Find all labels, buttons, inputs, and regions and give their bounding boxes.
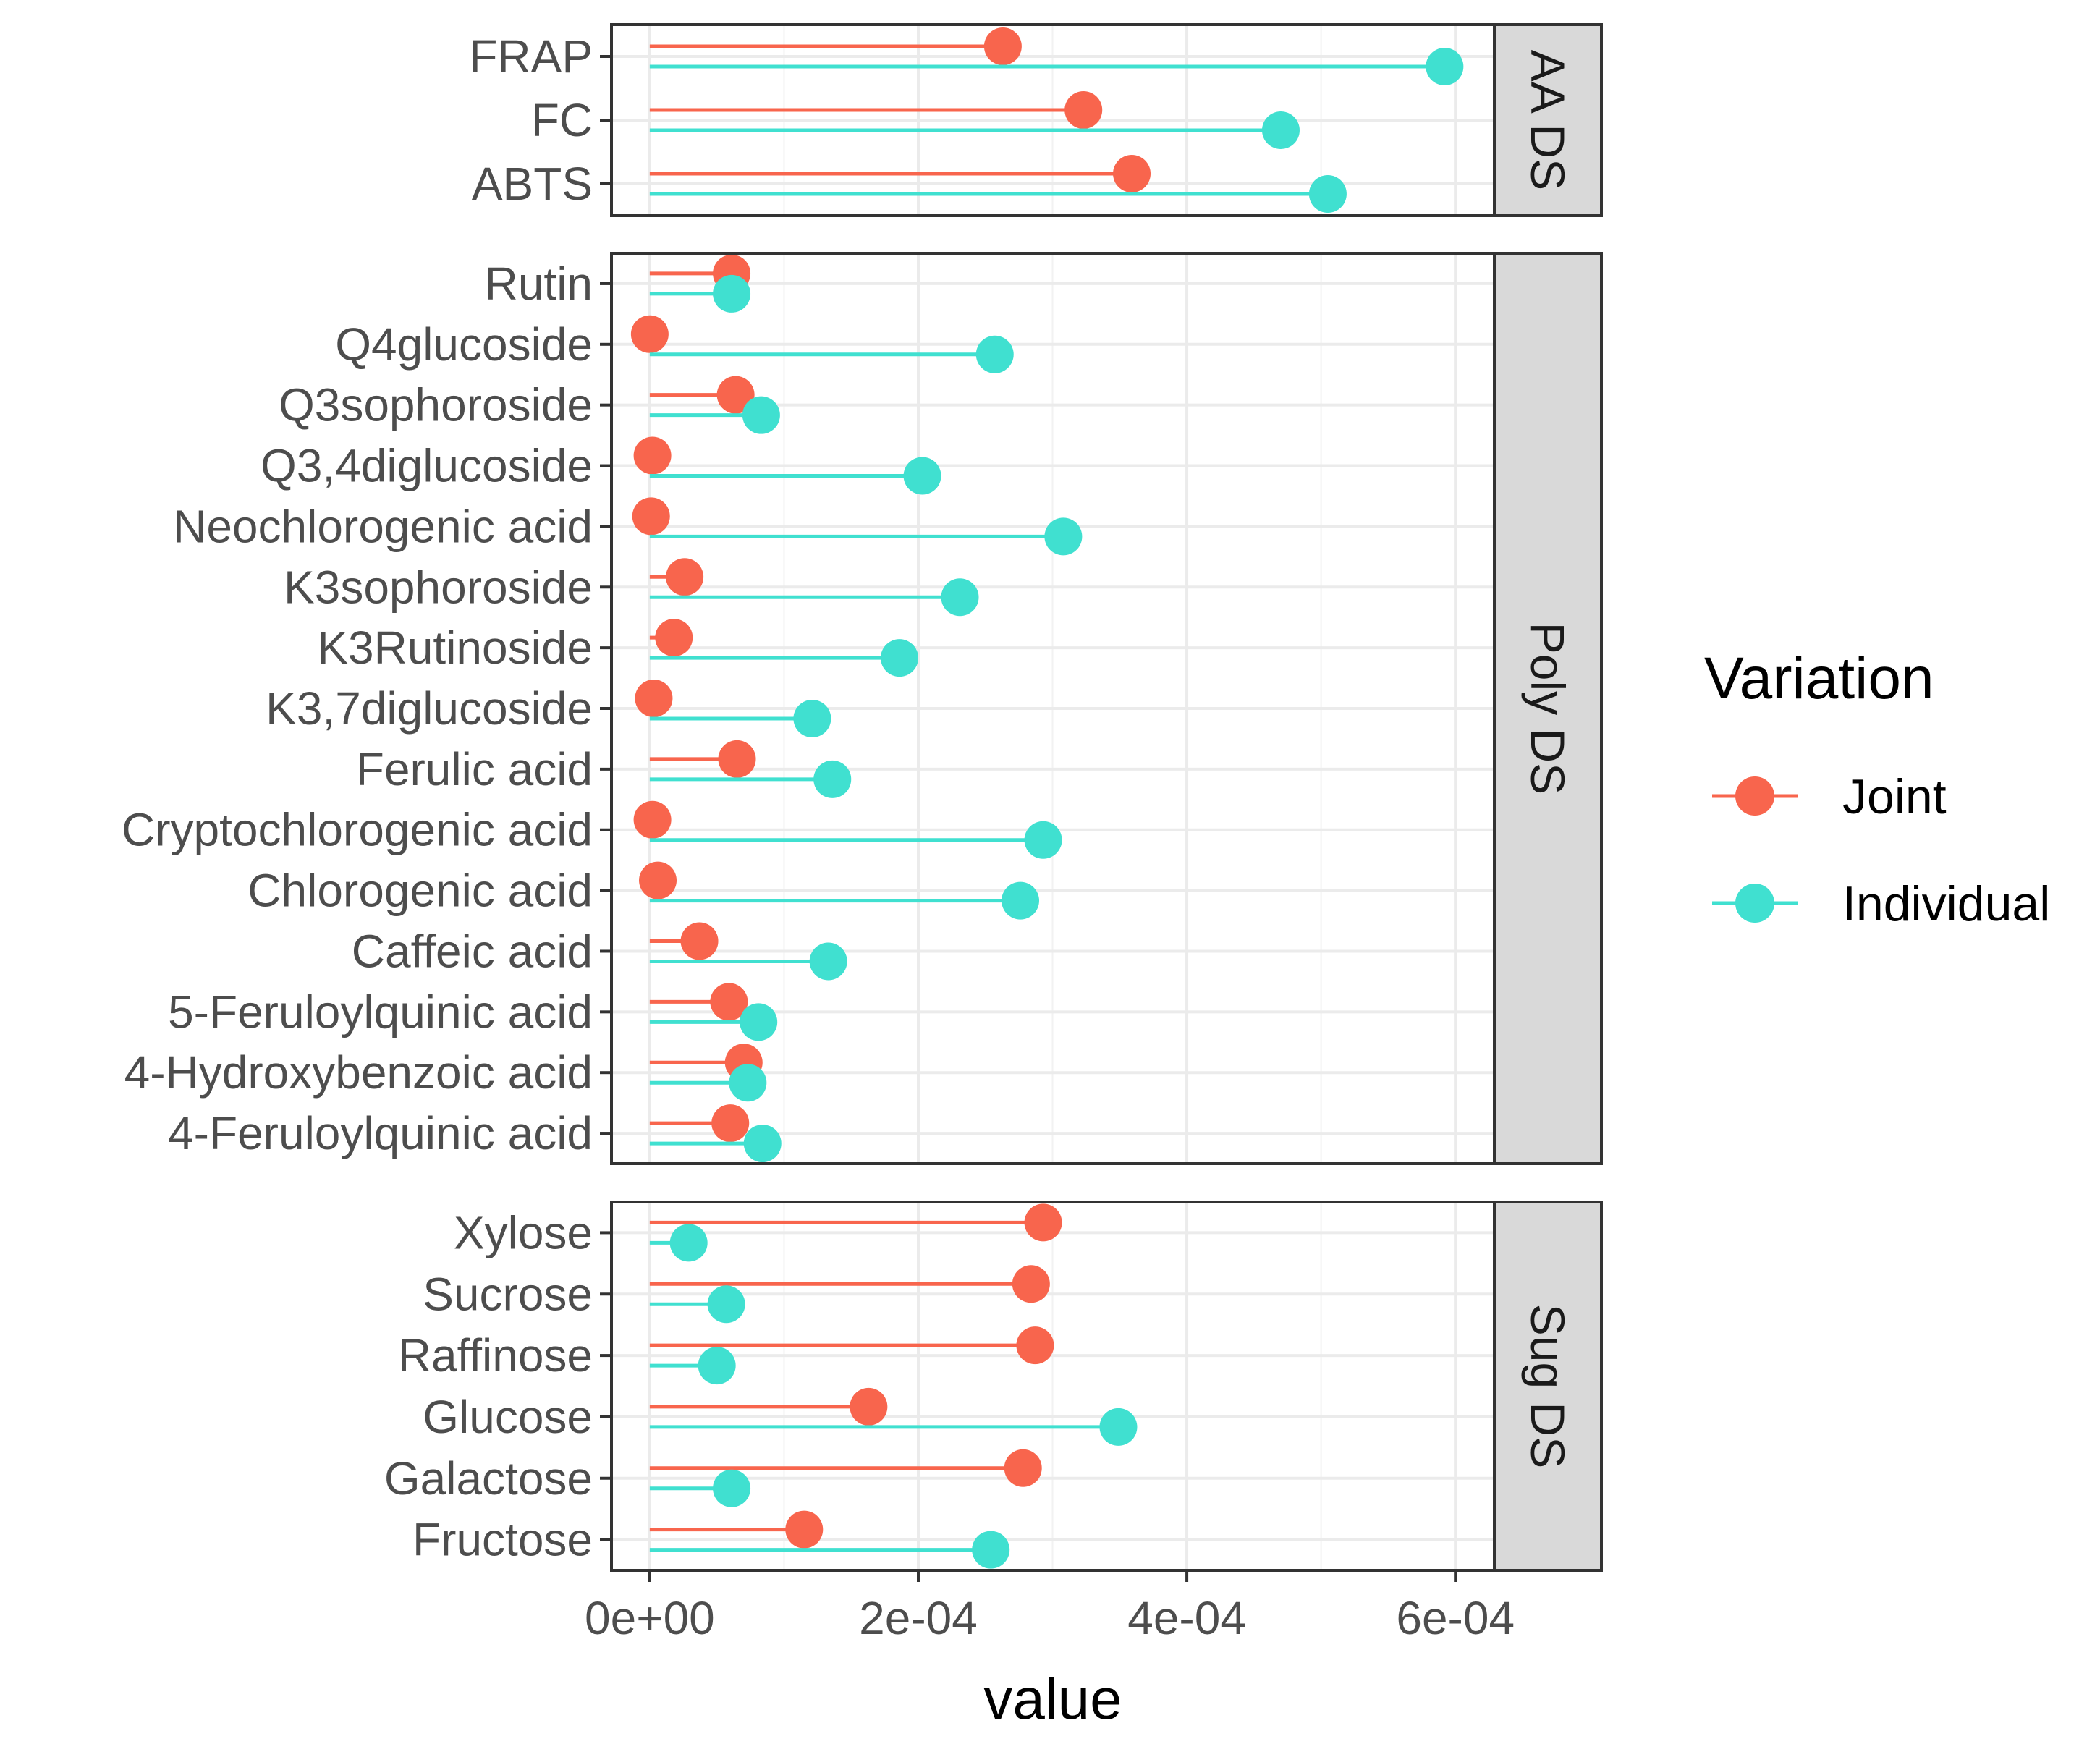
individual-point bbox=[1099, 1408, 1138, 1446]
y-tick-label: Galactose bbox=[384, 1452, 593, 1504]
individual-point bbox=[698, 1347, 736, 1385]
x-tick-label: 4e-04 bbox=[1127, 1592, 1246, 1644]
individual-point bbox=[941, 578, 979, 617]
y-tick-label: ABTS bbox=[472, 158, 593, 210]
facet-aa-ds-strip bbox=[1493, 23, 1603, 217]
individual-point bbox=[1044, 517, 1083, 556]
individual-point bbox=[1002, 881, 1040, 920]
joint-point bbox=[655, 619, 693, 657]
joint-point bbox=[718, 740, 756, 778]
facet-sug-ds-strip bbox=[1493, 1201, 1603, 1572]
y-tick-label: FC bbox=[531, 94, 593, 146]
y-tick-label: Chlorogenic acid bbox=[247, 865, 593, 917]
individual-point bbox=[813, 760, 852, 798]
joint-point bbox=[710, 983, 748, 1021]
legend-label-joint: Joint bbox=[1842, 769, 1947, 824]
individual-point bbox=[1024, 821, 1062, 859]
individual-point bbox=[740, 1003, 778, 1041]
joint-point bbox=[633, 436, 672, 475]
joint-point bbox=[632, 497, 670, 536]
individual-point bbox=[707, 1285, 745, 1324]
y-tick-label: K3Rutinoside bbox=[317, 622, 593, 674]
x-tick-label: 6e-04 bbox=[1396, 1592, 1515, 1644]
joint-point bbox=[639, 861, 677, 899]
joint-point bbox=[1024, 1203, 1062, 1242]
joint-point bbox=[666, 558, 704, 596]
y-tick-label: Caffeic acid bbox=[352, 925, 593, 977]
y-tick-label: 4-Hydroxybenzoic acid bbox=[124, 1046, 593, 1099]
individual-point bbox=[1261, 111, 1300, 149]
y-tick-label: Ferulic acid bbox=[356, 743, 593, 795]
y-tick-label: 4-Feruloylquinic acid bbox=[168, 1107, 593, 1159]
y-tick-label: 5-Feruloylquinic acid bbox=[168, 986, 593, 1038]
joint-point bbox=[680, 922, 719, 960]
joint-point bbox=[716, 376, 755, 414]
x-tick-label: 2e-04 bbox=[859, 1592, 978, 1644]
legend-key-individual-point bbox=[1735, 884, 1774, 923]
joint-point bbox=[1113, 155, 1151, 192]
joint-point bbox=[1004, 1449, 1042, 1487]
individual-point bbox=[1426, 48, 1464, 85]
y-tick-label: Rutin bbox=[485, 258, 593, 310]
joint-point bbox=[785, 1510, 824, 1549]
strip-label: Sug DS bbox=[1521, 1304, 1575, 1468]
y-tick-label: Q3,4diglucoside bbox=[261, 440, 593, 492]
joint-point bbox=[850, 1387, 888, 1426]
y-tick-label: K3sophoroside bbox=[284, 561, 593, 613]
y-tick-label: Neochlorogenic acid bbox=[173, 500, 593, 552]
x-axis-title: value bbox=[983, 1667, 1122, 1731]
individual-point bbox=[743, 1125, 782, 1163]
strip-label: AA DS bbox=[1521, 50, 1575, 190]
joint-point bbox=[635, 680, 673, 717]
joint-point bbox=[1016, 1326, 1054, 1365]
individual-point bbox=[972, 1531, 1010, 1569]
individual-point bbox=[809, 942, 847, 981]
x-tick-label: 0e+00 bbox=[585, 1592, 715, 1644]
y-tick-label: Glucose bbox=[423, 1391, 593, 1443]
individual-point bbox=[793, 700, 831, 737]
y-tick-label: Sucrose bbox=[423, 1268, 593, 1320]
y-tick-label: Xylose bbox=[454, 1206, 593, 1258]
individual-point bbox=[713, 1469, 751, 1507]
individual-point bbox=[669, 1224, 708, 1262]
y-tick-label: Q4glucoside bbox=[335, 318, 593, 371]
legend-label-individual: Individual bbox=[1842, 876, 2050, 931]
individual-point bbox=[729, 1064, 767, 1102]
individual-point bbox=[975, 335, 1014, 373]
joint-point bbox=[633, 800, 672, 839]
y-tick-label: Cryptochlorogenic acid bbox=[122, 804, 593, 856]
joint-point bbox=[630, 315, 669, 353]
y-tick-label: FRAP bbox=[469, 30, 593, 82]
joint-point bbox=[1012, 1265, 1050, 1303]
y-tick-label: K3,7diglucoside bbox=[266, 682, 593, 735]
individual-point bbox=[903, 457, 941, 495]
legend-key-joint-point bbox=[1735, 776, 1774, 816]
y-tick-label: Raffinose bbox=[398, 1329, 593, 1381]
individual-point bbox=[742, 396, 780, 434]
y-tick-label: Q3sophoroside bbox=[279, 379, 593, 431]
individual-point bbox=[713, 274, 751, 313]
facet-poly-ds-strip bbox=[1493, 252, 1603, 1165]
strip-label: Poly DS bbox=[1521, 622, 1575, 795]
individual-point bbox=[1308, 175, 1347, 213]
joint-point bbox=[1064, 91, 1103, 129]
y-tick-label: Fructose bbox=[412, 1514, 593, 1566]
joint-point bbox=[711, 1104, 750, 1143]
legend-title: Variation bbox=[1704, 645, 1934, 711]
individual-point bbox=[881, 639, 919, 677]
joint-point bbox=[983, 27, 1022, 65]
